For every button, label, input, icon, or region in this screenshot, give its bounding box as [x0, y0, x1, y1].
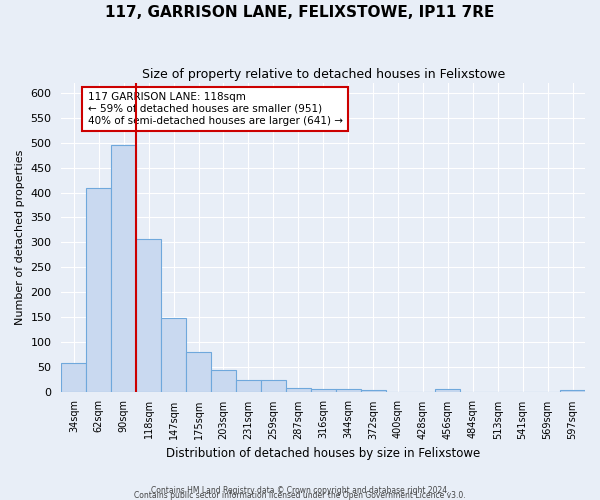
Bar: [111, 146, 136, 392]
Bar: [86, 188, 111, 392]
Bar: [186, 352, 211, 392]
Text: Contains public sector information licensed under the Open Government Licence v3: Contains public sector information licen…: [134, 491, 466, 500]
Text: 117 GARRISON LANE: 118sqm
← 59% of detached houses are smaller (951)
40% of semi: 117 GARRISON LANE: 118sqm ← 59% of detac…: [88, 92, 343, 126]
Bar: [261, 380, 286, 392]
Title: Size of property relative to detached houses in Felixstowe: Size of property relative to detached ho…: [142, 68, 505, 80]
Bar: [161, 318, 186, 392]
Bar: [311, 388, 335, 392]
Bar: [286, 388, 311, 392]
Bar: [136, 239, 161, 392]
Bar: [361, 390, 386, 392]
Bar: [335, 389, 361, 392]
Y-axis label: Number of detached properties: Number of detached properties: [15, 150, 25, 325]
Bar: [211, 370, 236, 392]
Bar: [61, 364, 86, 392]
Text: Contains HM Land Registry data © Crown copyright and database right 2024.: Contains HM Land Registry data © Crown c…: [151, 486, 449, 495]
Bar: [236, 380, 261, 392]
Bar: [436, 389, 460, 392]
X-axis label: Distribution of detached houses by size in Felixstowe: Distribution of detached houses by size …: [166, 447, 481, 460]
Text: 117, GARRISON LANE, FELIXSTOWE, IP11 7RE: 117, GARRISON LANE, FELIXSTOWE, IP11 7RE: [106, 5, 494, 20]
Bar: [560, 390, 585, 392]
